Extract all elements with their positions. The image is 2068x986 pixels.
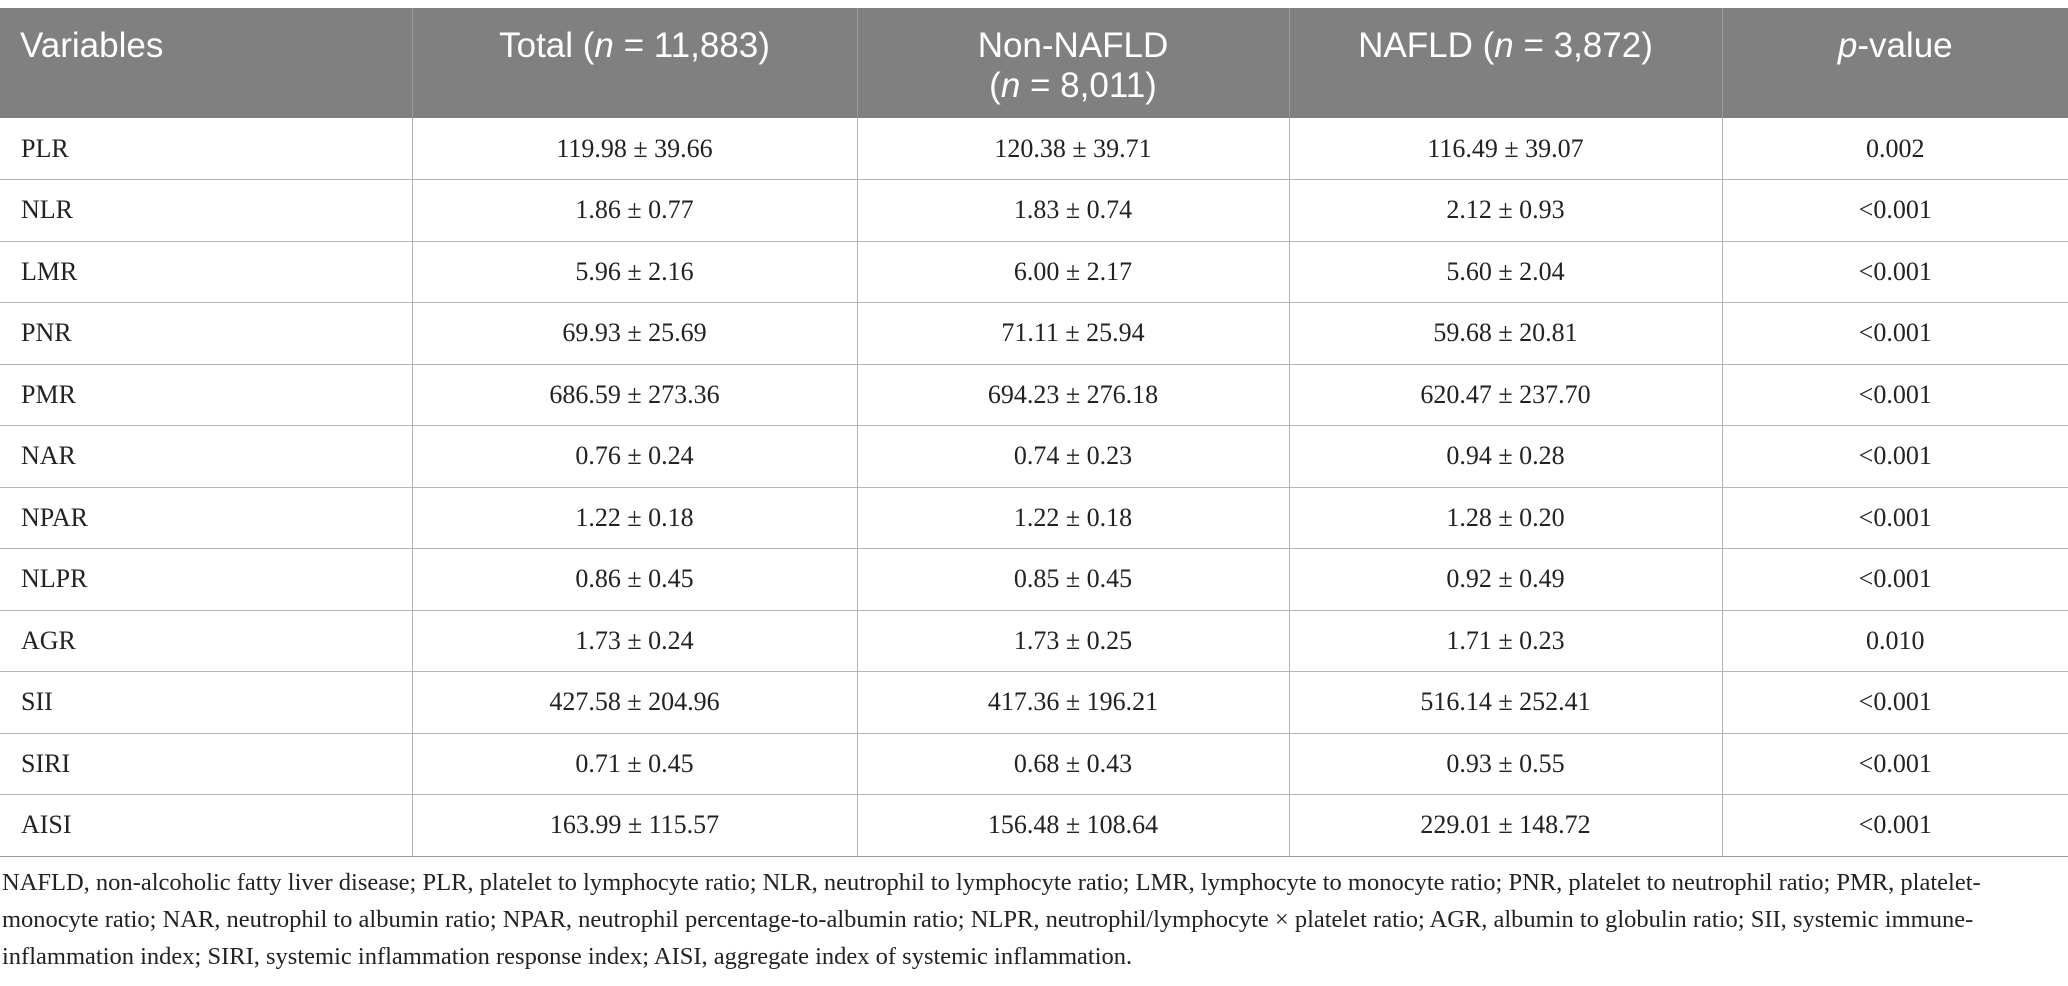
cell-nafld: 2.12 ± 0.93 — [1289, 179, 1723, 242]
cell-nafld: 1.28 ± 0.20 — [1289, 487, 1723, 549]
cell-nafld: 59.68 ± 20.81 — [1289, 302, 1723, 365]
cell-p-value: <0.001 — [1722, 671, 2068, 734]
cell-variable: NAR — [0, 425, 413, 488]
table-row: SIRI 0.71 ± 0.45 0.68 ± 0.43 0.93 ± 0.55 <0.… — [0, 733, 2068, 795]
cell-nafld: 5.60 ± 2.04 — [1289, 241, 1723, 303]
cell-variable: PLR — [0, 118, 413, 180]
cell-nafld: 0.93 ± 0.55 — [1289, 733, 1723, 795]
cell-total: 0.76 ± 0.24 — [412, 425, 858, 488]
header-non-nafld: Non-NAFLD (n = 8,011) — [857, 8, 1290, 118]
cell-non-nafld: 694.23 ± 276.18 — [857, 364, 1290, 426]
table-row: AGR 1.73 ± 0.24 1.73 ± 0.25 1.71 ± 0.23 0.01… — [0, 610, 2068, 672]
cell-total: 1.73 ± 0.24 — [412, 610, 858, 672]
cell-variable: NLPR — [0, 548, 413, 611]
table-row: LMR 5.96 ± 2.16 6.00 ± 2.17 5.60 ± 2.04 <0.0… — [0, 241, 2068, 303]
cell-nafld: 116.49 ± 39.07 — [1289, 118, 1723, 180]
cell-total: 5.96 ± 2.16 — [412, 241, 858, 303]
cell-non-nafld: 1.22 ± 0.18 — [857, 487, 1290, 549]
cell-non-nafld: 1.83 ± 0.74 — [857, 179, 1290, 242]
table-row: NAR 0.76 ± 0.24 0.74 ± 0.23 0.94 ± 0.28 <0.0… — [0, 425, 2068, 488]
cell-nafld: 0.92 ± 0.49 — [1289, 548, 1723, 611]
cell-p-value: <0.001 — [1722, 794, 2068, 857]
cell-total: 0.71 ± 0.45 — [412, 733, 858, 795]
cell-total: 686.59 ± 273.36 — [412, 364, 858, 426]
cell-p-value: <0.001 — [1722, 733, 2068, 795]
cell-nafld: 620.47 ± 237.70 — [1289, 364, 1723, 426]
cell-nafld: 229.01 ± 148.72 — [1289, 794, 1723, 857]
cell-nafld: 516.14 ± 252.41 — [1289, 671, 1723, 734]
cell-total: 69.93 ± 25.69 — [412, 302, 858, 365]
cell-nafld: 1.71 ± 0.23 — [1289, 610, 1723, 672]
cell-variable: NLR — [0, 179, 413, 242]
cell-total: 1.86 ± 0.77 — [412, 179, 858, 242]
table-row: NLR 1.86 ± 0.77 1.83 ± 0.74 2.12 ± 0.93 <0.0… — [0, 179, 2068, 242]
table-footnote: NAFLD, non-alcoholic fatty liver disease… — [2, 869, 1981, 970]
cell-variable: SIRI — [0, 733, 413, 795]
cell-non-nafld: 6.00 ± 2.17 — [857, 241, 1290, 303]
cell-p-value: <0.001 — [1722, 241, 2068, 303]
cell-total: 119.98 ± 39.66 — [412, 118, 858, 180]
cell-p-value: <0.001 — [1722, 364, 2068, 426]
cell-non-nafld: 1.73 ± 0.25 — [857, 610, 1290, 672]
cell-variable: PNR — [0, 302, 413, 365]
cell-variable: SII — [0, 671, 413, 734]
cell-p-value: 0.002 — [1722, 118, 2068, 180]
cell-variable: LMR — [0, 241, 413, 303]
table-header: Variables Total (n = 11,883) Non-NAFLD (n… — [0, 8, 2068, 118]
cell-p-value: <0.001 — [1722, 548, 2068, 611]
cell-non-nafld: 71.11 ± 25.94 — [857, 302, 1290, 365]
cell-non-nafld: 0.68 ± 0.43 — [857, 733, 1290, 795]
cell-p-value: <0.001 — [1722, 425, 2068, 488]
cell-variable: PMR — [0, 364, 413, 426]
table-row: NPAR 1.22 ± 0.18 1.22 ± 0.18 1.28 ± 0.20 <0.… — [0, 487, 2068, 549]
cell-p-value: <0.001 — [1722, 179, 2068, 242]
header-p-value: p-value — [1722, 8, 2068, 118]
cell-p-value: <0.001 — [1722, 487, 2068, 549]
cell-variable: NPAR — [0, 487, 413, 549]
table-row: SII 427.58 ± 204.96 417.36 ± 196.21 516.14 … — [0, 671, 2068, 734]
header-row: Variables Total (n = 11,883) Non-NAFLD (n… — [0, 8, 2068, 118]
header-total: Total (n = 11,883) — [412, 8, 858, 118]
cell-p-value: 0.010 — [1722, 610, 2068, 672]
table-body: PLR 119.98 ± 39.66 120.38 ± 39.71 116.49 ± … — [0, 118, 2068, 857]
cell-p-value: <0.001 — [1722, 302, 2068, 365]
header-nafld: NAFLD (n = 3,872) — [1289, 8, 1723, 118]
cell-non-nafld: 0.85 ± 0.45 — [857, 548, 1290, 611]
cell-non-nafld: 417.36 ± 196.21 — [857, 671, 1290, 734]
cell-nafld: 0.94 ± 0.28 — [1289, 425, 1723, 488]
cell-non-nafld: 0.74 ± 0.23 — [857, 425, 1290, 488]
table-row: PNR 69.93 ± 25.69 71.11 ± 25.94 59.68 ± 20.… — [0, 302, 2068, 365]
cell-variable: AISI — [0, 794, 413, 857]
cell-total: 1.22 ± 0.18 — [412, 487, 858, 549]
data-table: Variables Total (n = 11,883) Non-NAFLD (n… — [0, 8, 2068, 857]
table-row: PMR 686.59 ± 273.36 694.23 ± 276.18 620.47 … — [0, 364, 2068, 426]
table-row: PLR 119.98 ± 39.66 120.38 ± 39.71 116.49 ± … — [0, 118, 2068, 180]
cell-total: 163.99 ± 115.57 — [412, 794, 858, 857]
cell-total: 427.58 ± 204.96 — [412, 671, 858, 734]
cell-non-nafld: 156.48 ± 108.64 — [857, 794, 1290, 857]
cell-non-nafld: 120.38 ± 39.71 — [857, 118, 1290, 180]
cell-variable: AGR — [0, 610, 413, 672]
data-table-container: Variables Total (n = 11,883) Non-NAFLD (n… — [0, 8, 2068, 857]
cell-total: 0.86 ± 0.45 — [412, 548, 858, 611]
header-variables: Variables — [0, 8, 413, 118]
table-row: AISI 163.99 ± 115.57 156.48 ± 108.64 229.01… — [0, 794, 2068, 857]
table-row: NLPR 0.86 ± 0.45 0.85 ± 0.45 0.92 ± 0.49 <0.… — [0, 548, 2068, 611]
